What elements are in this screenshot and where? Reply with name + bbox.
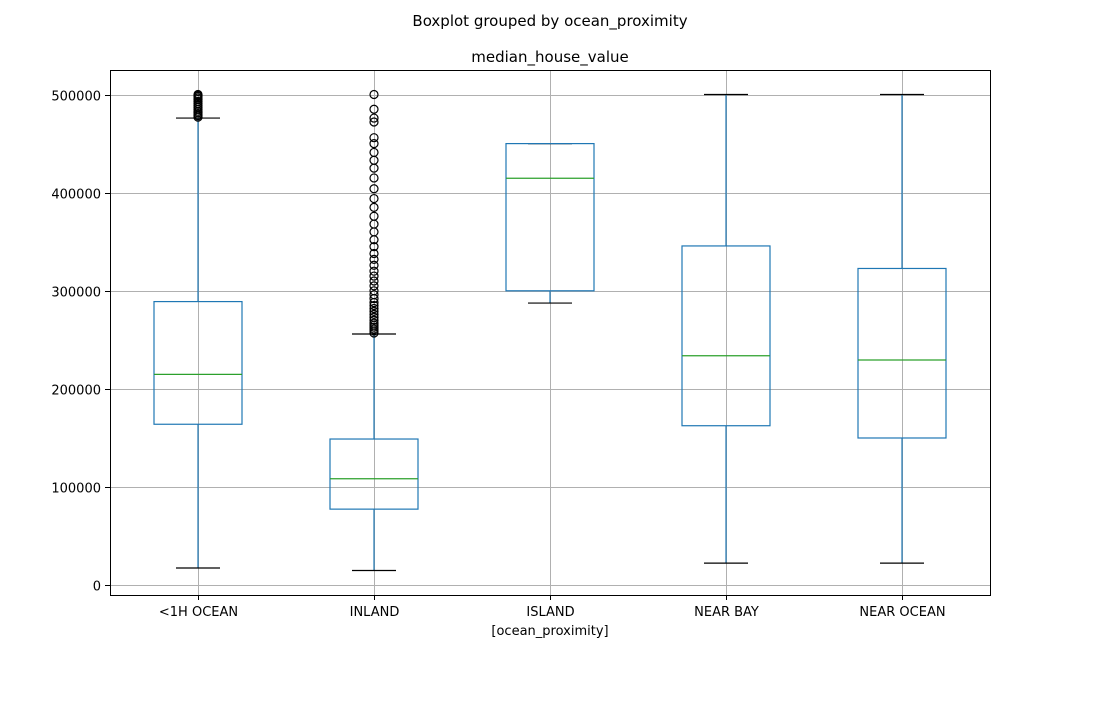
box-group <box>857 93 947 564</box>
y-tick-label: 200000 <box>51 384 101 399</box>
outlier-point <box>369 133 379 143</box>
outlier-point <box>369 117 379 127</box>
x-tick-label: ISLAND <box>526 605 574 620</box>
outlier-point <box>369 254 379 264</box>
outlier-point <box>369 286 379 296</box>
axis-ticks: 0 100000 200000 300000 400000 500000 <1H OCEAN… <box>51 90 945 621</box>
outlier-point <box>369 242 379 252</box>
box-group <box>329 89 419 572</box>
box-group <box>153 89 243 569</box>
x-tick-label: INLAND <box>350 605 400 620</box>
chart-suptitle: Boxplot grouped by ocean_proximity <box>412 12 687 31</box>
plot-frame <box>110 70 991 596</box>
outlier-point <box>369 300 379 311</box>
outlier-point <box>369 303 379 314</box>
y-tick-label: 500000 <box>51 90 101 105</box>
iqr-box <box>329 438 419 510</box>
outlier-point <box>369 138 379 149</box>
outlier-point <box>369 281 379 291</box>
outlier-point <box>369 290 379 300</box>
outlier-point <box>369 184 379 194</box>
outlier-point <box>369 312 379 322</box>
iqr-box <box>505 142 595 292</box>
iqr-box <box>681 245 771 427</box>
iqr-box <box>857 267 947 439</box>
outlier-point <box>369 266 379 276</box>
outlier-point <box>369 309 379 319</box>
outlier-point <box>369 147 379 158</box>
outlier-point <box>369 276 379 286</box>
outlier-point <box>369 211 379 221</box>
y-tick-label: 400000 <box>51 188 101 203</box>
outlier-point <box>369 306 379 317</box>
y-tick-label: 300000 <box>51 286 101 301</box>
outlier-point <box>369 318 379 328</box>
box-series <box>153 89 947 572</box>
outlier-point <box>369 271 379 281</box>
y-tick-label: 100000 <box>51 482 101 497</box>
outlier-point <box>369 202 379 212</box>
box-group <box>505 142 595 304</box>
outlier-point <box>369 173 379 183</box>
x-tick-label: <1H OCEAN <box>159 605 238 620</box>
outlier-point <box>369 104 379 114</box>
x-axis-label: [ocean_proximity] <box>491 624 608 639</box>
chart-title: median_house_value <box>471 48 628 67</box>
outlier-point <box>369 260 379 270</box>
y-tick-label: 0 <box>93 580 101 595</box>
iqr-box <box>153 300 243 425</box>
x-tick-label: NEAR BAY <box>694 605 759 620</box>
outlier-point <box>193 89 203 100</box>
outlier-point <box>369 113 379 123</box>
box-group <box>681 93 771 564</box>
x-tick-label: NEAR OCEAN <box>859 605 945 620</box>
outlier-point <box>369 248 379 259</box>
outlier-point <box>369 89 379 100</box>
outlier-point <box>369 315 379 325</box>
outlier-point <box>369 193 379 204</box>
